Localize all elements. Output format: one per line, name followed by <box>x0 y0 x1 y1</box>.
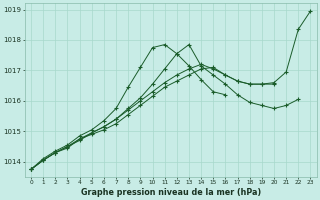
X-axis label: Graphe pression niveau de la mer (hPa): Graphe pression niveau de la mer (hPa) <box>81 188 261 197</box>
